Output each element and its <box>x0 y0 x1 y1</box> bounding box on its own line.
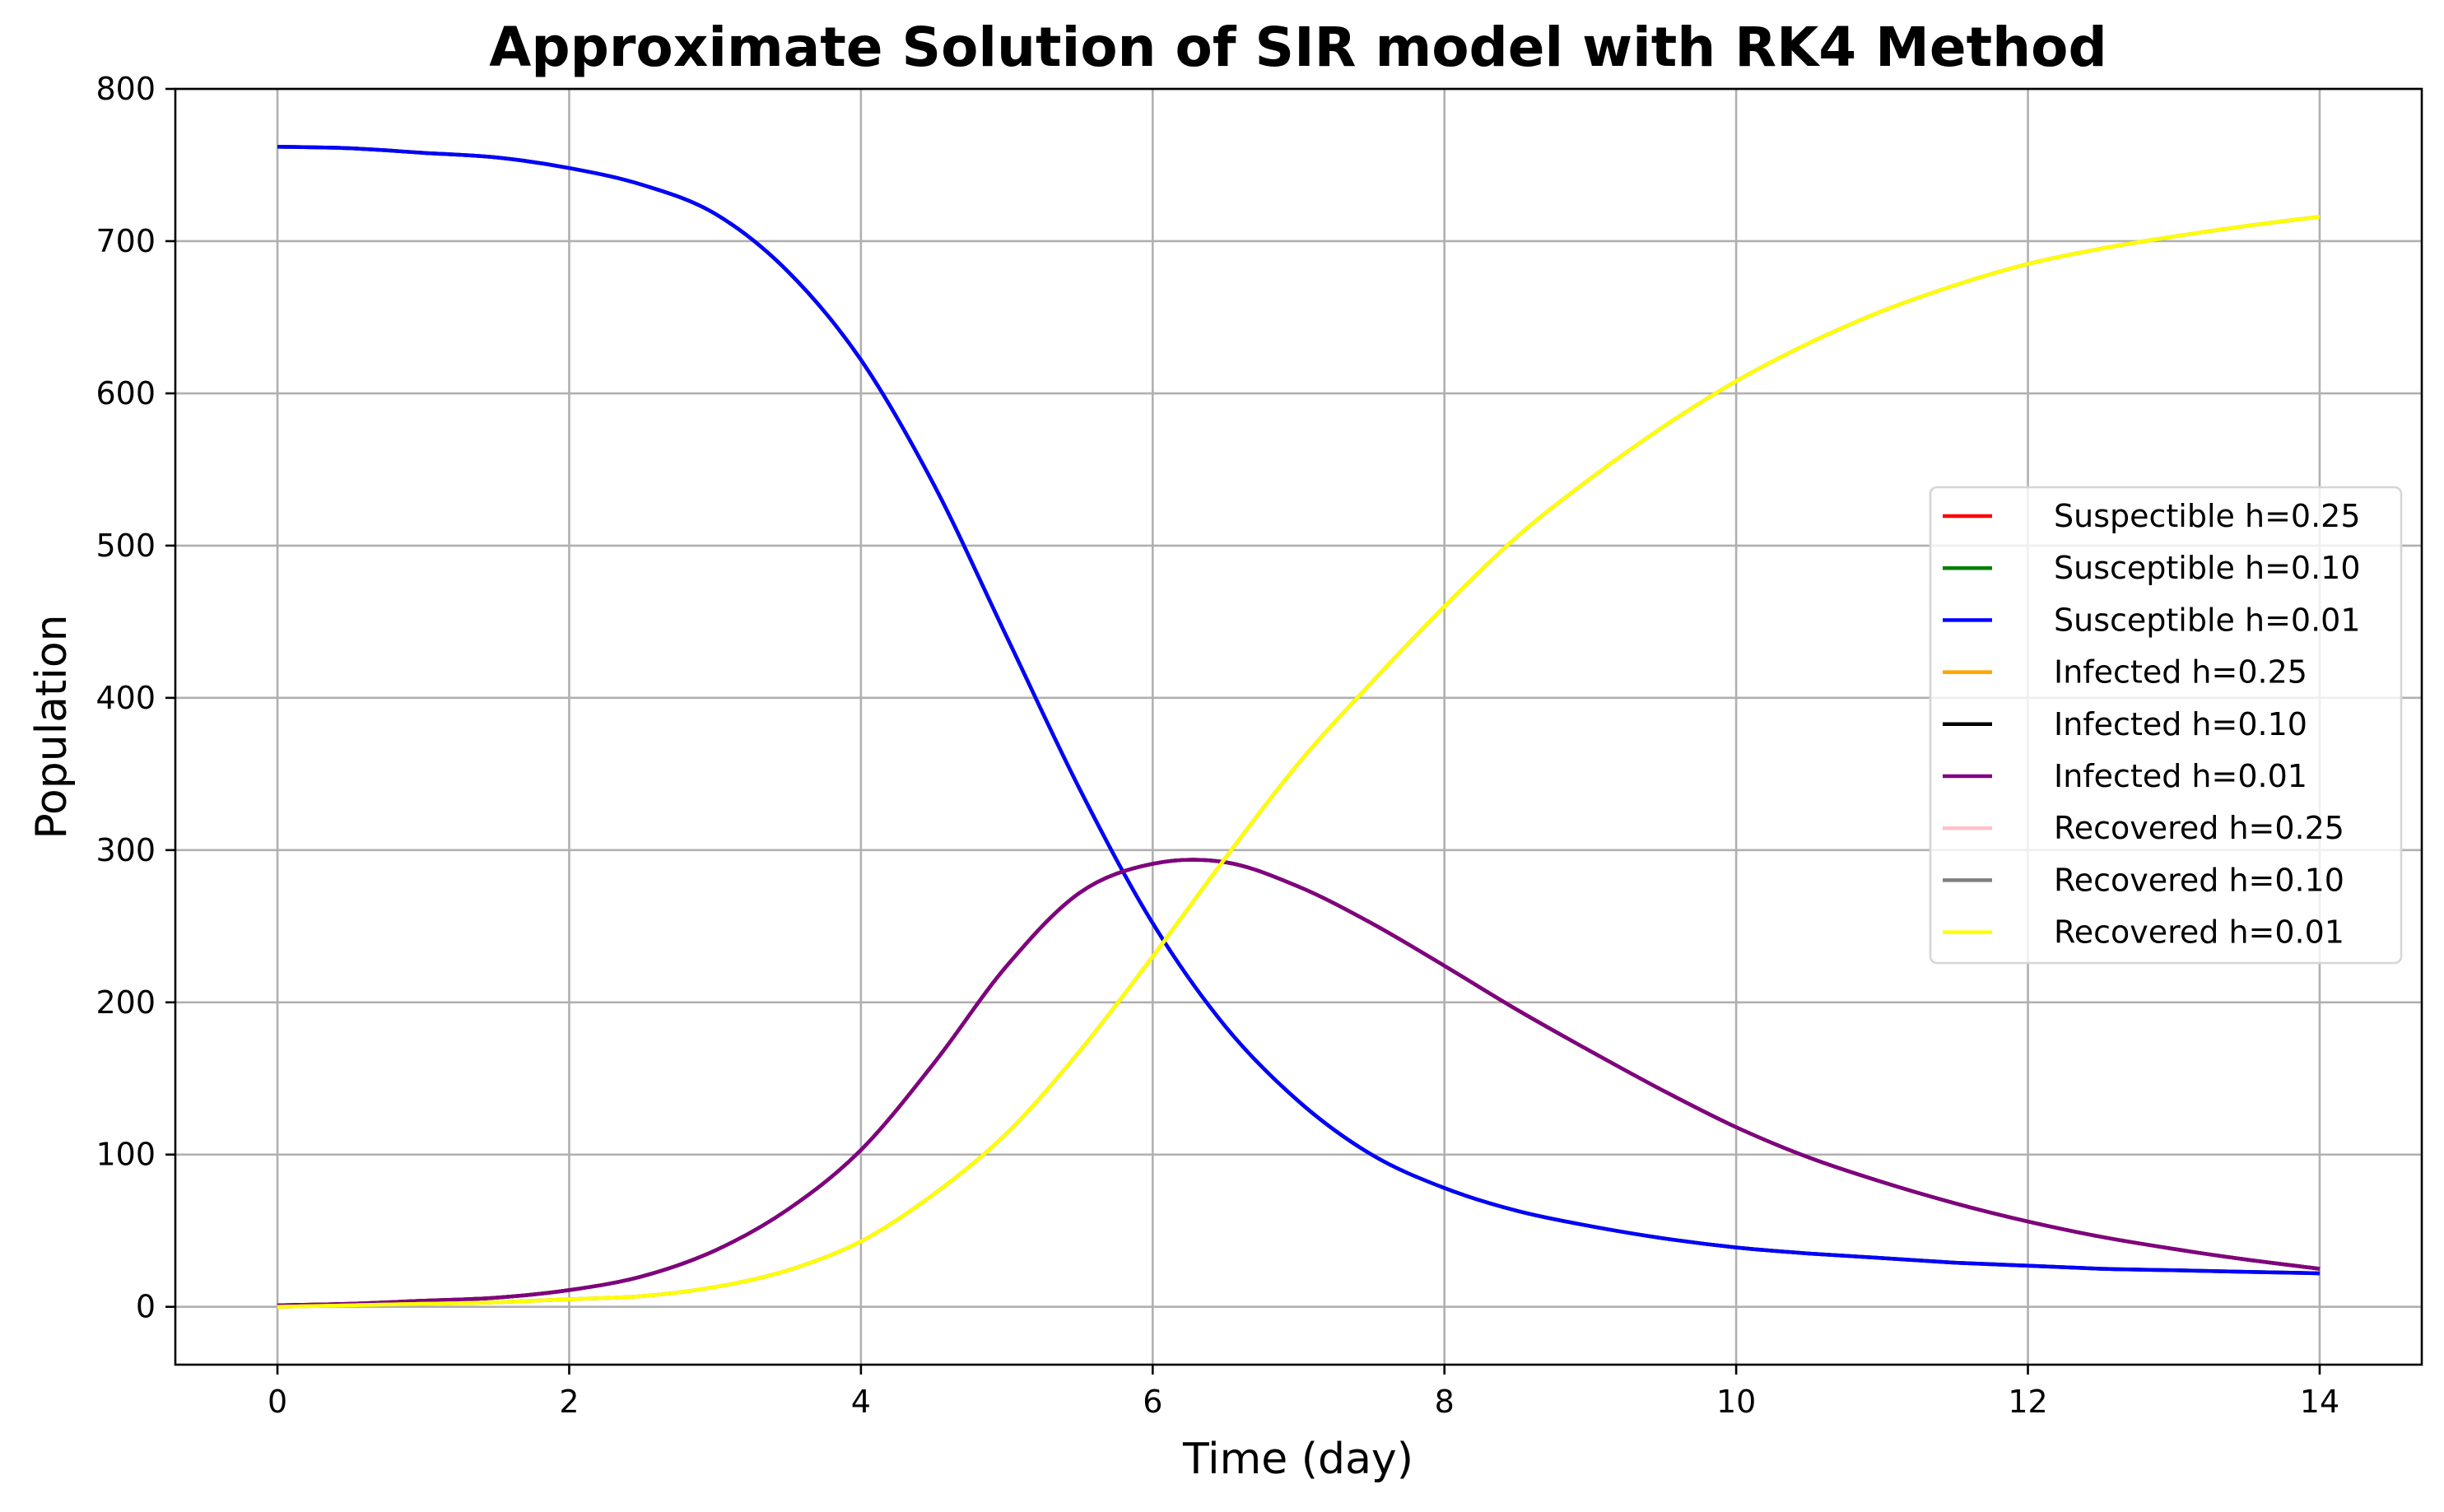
series-lines <box>277 145 2321 1309</box>
y-tick-label-800: 800 <box>95 71 156 107</box>
x-tick-label-12: 12 <box>2008 1384 2047 1420</box>
y-tick-label-300: 300 <box>95 832 156 868</box>
y-tick-label-600: 600 <box>95 375 156 412</box>
legend-label-8: Recovered h=0.01 <box>2054 914 2344 951</box>
x-tick-label-8: 8 <box>1435 1384 1455 1420</box>
chart-title: Approximate Solution of SIR model with R… <box>489 16 2106 79</box>
x-axis-label: Time (day) <box>1182 1435 1413 1484</box>
x-tick-label-0: 0 <box>268 1384 287 1420</box>
legend-label-5: Infected h=0.01 <box>2054 758 2307 794</box>
legend-label-3: Infected h=0.25 <box>2054 654 2307 691</box>
y-tick-label-700: 700 <box>95 223 156 259</box>
legend-label-4: Infected h=0.10 <box>2054 706 2307 742</box>
y-axis-label: Population <box>27 614 77 839</box>
legend: Suspectible h=0.25 Susceptible h=0.10 Susc… <box>1929 486 2403 965</box>
y-tick-label-400: 400 <box>95 680 156 716</box>
x-tick-label-14: 14 <box>2300 1384 2339 1420</box>
y-tick-label-100: 100 <box>95 1137 156 1173</box>
legend-frame <box>1929 486 2403 965</box>
x-tick-label-6: 6 <box>1143 1384 1162 1420</box>
legend-label-7: Recovered h=0.10 <box>2054 862 2344 898</box>
y-tick-label-200: 200 <box>95 984 156 1021</box>
legend-label-0: Suspectible h=0.25 <box>2054 498 2361 534</box>
y-tick-label-500: 500 <box>95 528 156 564</box>
x-tick-label-10: 10 <box>1716 1384 1756 1420</box>
legend-label-1: Susceptible h=0.10 <box>2054 550 2361 586</box>
y-tick-label-0: 0 <box>136 1289 156 1325</box>
legend-label-6: Recovered h=0.25 <box>2054 810 2344 846</box>
axis-ticks: 0 2 4 6 8 10 12 14 0 100 200 300 400 500 600 700 800 <box>95 71 2339 1420</box>
legend-items: Suspectible h=0.25 Susceptible h=0.10 Susc… <box>1943 498 2361 951</box>
legend-label-2: Susceptible h=0.01 <box>2054 602 2361 638</box>
series-line-5 <box>277 858 2321 1308</box>
x-tick-label-2: 2 <box>559 1384 579 1420</box>
plot-frame <box>174 87 2423 1366</box>
series-line-2 <box>277 145 2321 1276</box>
series-line-8 <box>277 215 2321 1309</box>
x-tick-label-4: 4 <box>851 1384 871 1420</box>
